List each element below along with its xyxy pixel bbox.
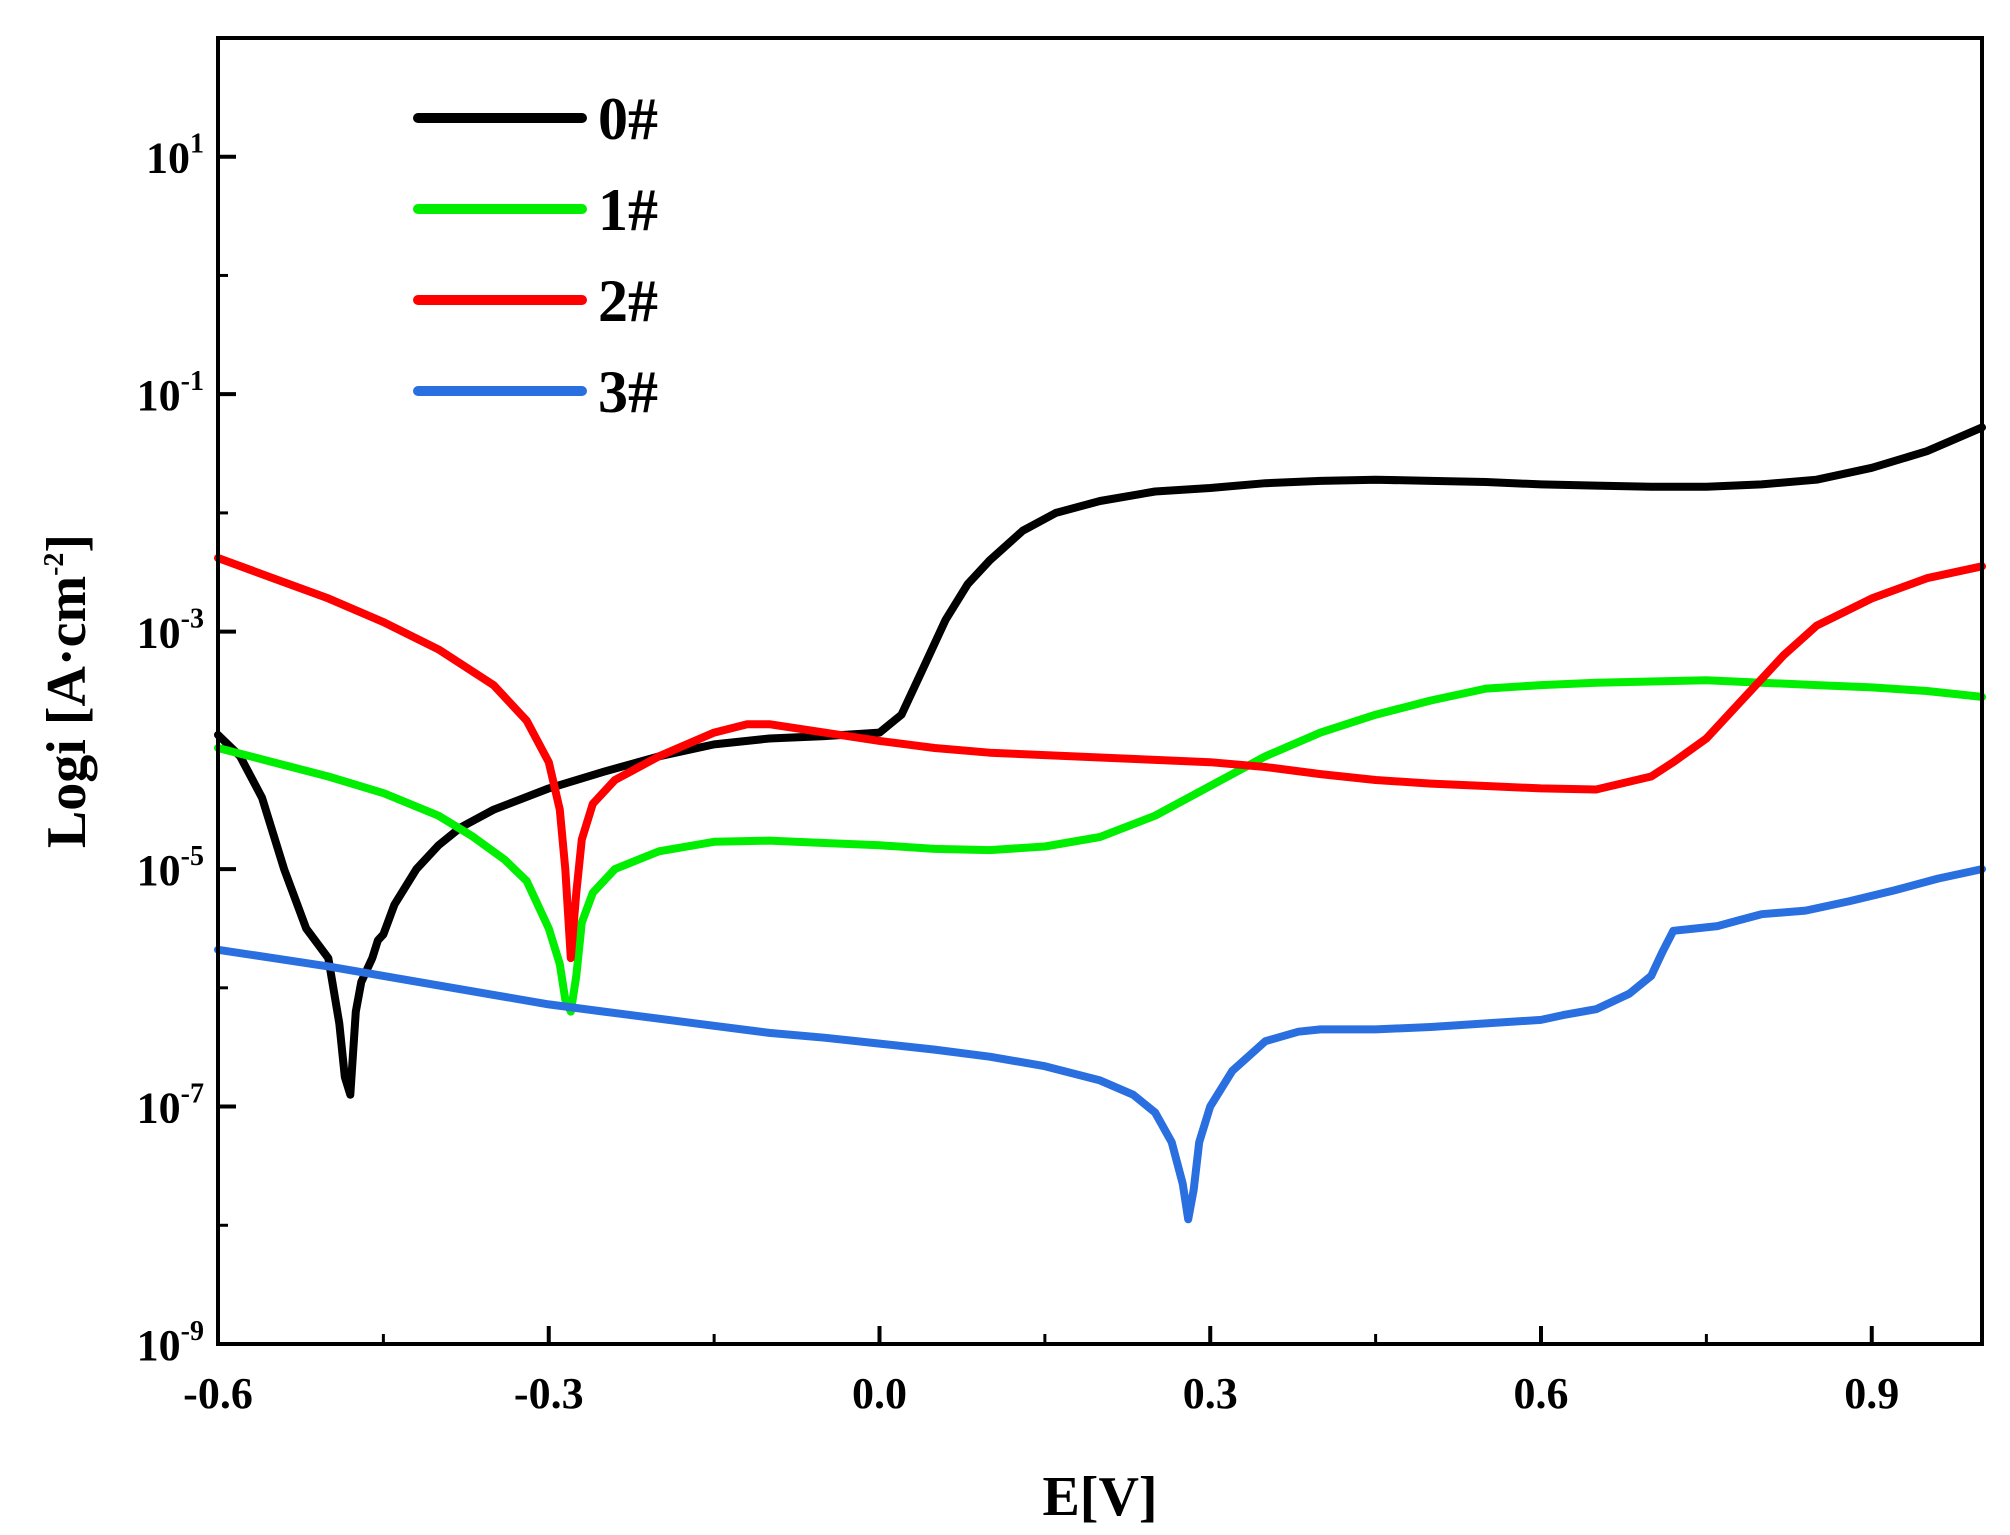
legend: 0# 1# 2# 3# [413,86,658,425]
legend-label: 1# [598,177,658,243]
series-layer [214,423,1986,1224]
x-tick-label: 0.6 [1514,1369,1569,1418]
y-tick-base: 10 [137,1084,181,1133]
plot-frame [216,36,1984,1346]
y-tick-exponent: -3 [181,604,204,635]
y-tick-base: 10 [137,609,181,658]
y-axis-title-main: Logi [A·cm [36,576,98,848]
y-tick-base: 10 [146,134,190,183]
y-tick-base: 10 [137,1321,181,1370]
y-tick-label: 10-3 [137,604,204,658]
y-tick-label: 10-5 [137,841,204,895]
series-line-3 [214,865,1986,1224]
x-tick-label: 0.3 [1183,1369,1238,1418]
x-tick-label: -0.3 [514,1369,584,1418]
y-axis-title: Logi [A·cm-2] [36,534,98,848]
x-tick-label: 0.9 [1844,1369,1899,1418]
legend-label: 0# [598,86,658,152]
y-tick-label: 10-9 [137,1316,204,1370]
y-tick-label: 10-1 [137,366,204,420]
y-tick-base: 10 [137,846,181,895]
y-tick-exponent: -9 [181,1316,204,1347]
series-line-2 [214,554,1986,963]
y-tick-exponent: -1 [181,366,204,397]
y-tick-base: 10 [137,371,181,420]
legend-label: 3# [598,359,658,425]
ticks-layer: -0.6 -0.3 0.0 0.3 0.6 0.910110-110-310-510-71… [137,129,1900,1418]
x-tick-label: 0.0 [852,1369,907,1418]
x-tick-label: -0.6 [183,1369,253,1418]
y-tick-exponent: -5 [181,841,204,872]
series-line-1 [214,676,1986,1016]
y-tick-label: 101 [146,129,204,183]
x-axis-title: E[V] [1042,1466,1157,1528]
y-tick-label: 10-7 [137,1079,204,1133]
legend-label: 2# [598,268,658,334]
y-axis-title-suffix: ] [36,534,98,553]
y-tick-exponent: -7 [181,1079,204,1110]
y-axis-title-exponent: -2 [39,553,70,576]
y-tick-exponent: 1 [190,129,204,160]
